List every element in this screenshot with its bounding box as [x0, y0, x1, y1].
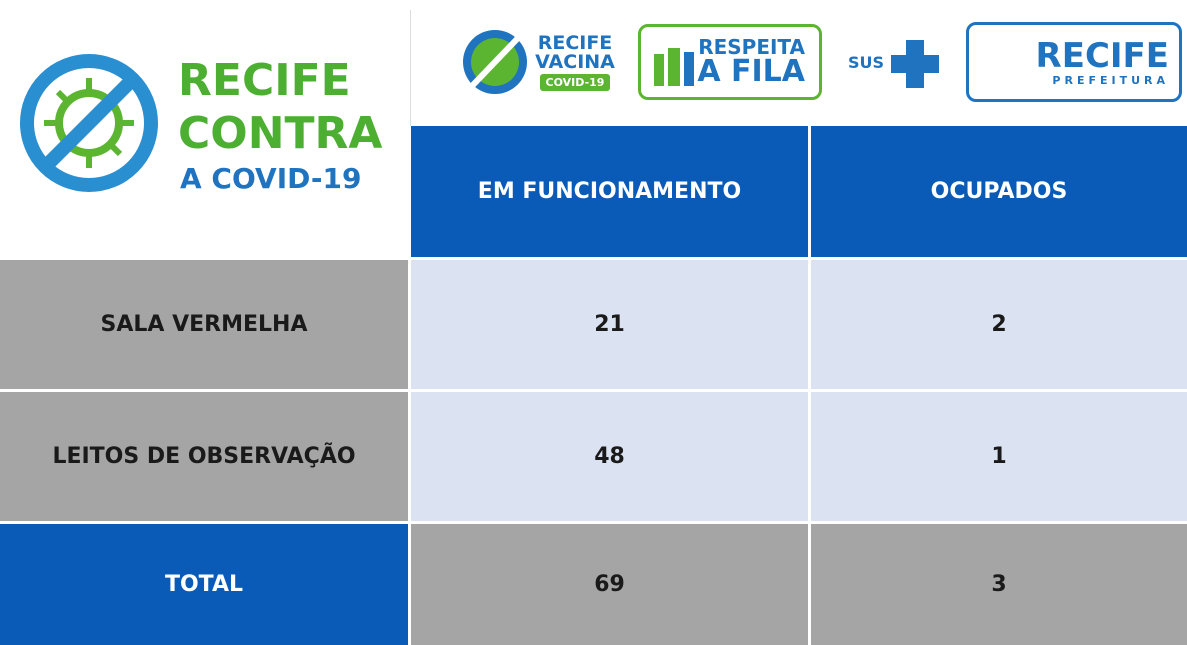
badge-line: PREFEITURA [1052, 73, 1169, 87]
logo-icon [20, 54, 158, 192]
cell: 3 [811, 524, 1187, 645]
cell: 1 [811, 392, 1187, 521]
badge-line: COVID-19 [539, 73, 611, 91]
logo-line: CONTRA [178, 108, 383, 159]
divider [410, 10, 411, 126]
logo-line: RECIFE [178, 55, 351, 106]
cell: 48 [411, 392, 808, 521]
cell: 69 [411, 524, 808, 645]
badge-line: RECIFE [1035, 35, 1169, 76]
logo-line: A COVID-19 [180, 162, 362, 195]
people-icon [654, 48, 694, 86]
header-cell: OCUPADOS [811, 126, 1187, 257]
badge-line: A FILA [697, 54, 805, 89]
header-cell: EM FUNCIONAMENTO [411, 126, 808, 257]
cell: 2 [811, 260, 1187, 389]
badge-line: VACINA [535, 50, 615, 73]
vaccine-icon [463, 30, 527, 94]
plus-icon [891, 40, 939, 88]
row-label: SALA VERMELHA [0, 260, 408, 389]
row-label: TOTAL [0, 524, 408, 645]
row-label: LEITOS DE OBSERVAÇÃO [0, 392, 408, 521]
badge: RESPEITA A FILA [638, 24, 822, 100]
badge: RECIFE VACINA COVID-19 [532, 26, 618, 98]
cell: 21 [411, 260, 808, 389]
badge-line: RECIFE [537, 31, 613, 54]
badge: RECIFE PREFEITURA [966, 22, 1182, 102]
badge-line: RESPEITA [698, 35, 805, 59]
badge: SUS [846, 50, 886, 76]
badge-line: SUS [847, 53, 885, 72]
